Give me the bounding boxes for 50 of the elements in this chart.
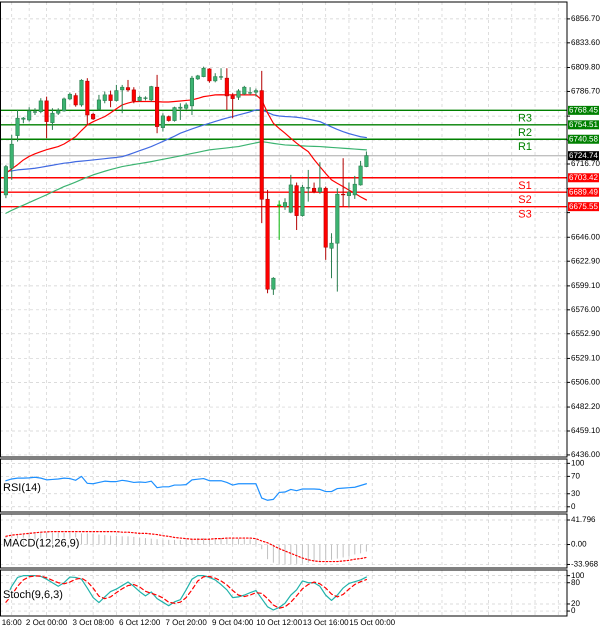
x-tick-label: 15 Oct 00:00	[349, 618, 396, 627]
ref-line-label: R2	[518, 126, 532, 139]
ref-line-label: R1	[518, 141, 532, 154]
y-tick-label: 6436.00	[571, 450, 600, 460]
x-tick-label: 9 Oct 04:00	[212, 618, 254, 627]
y-tick-label: 6599.10	[571, 280, 600, 290]
y-tick-label: 41.796	[571, 515, 596, 524]
ref-line-label: R3	[518, 112, 532, 124]
text: 6675.55	[569, 202, 599, 211]
text: 6754.51	[569, 120, 599, 129]
y-tick-label: 100	[571, 458, 585, 468]
y-tick-label: 6646.00	[571, 232, 600, 242]
y-tick-label: 6856.70	[571, 14, 600, 24]
x-tick-label: 3 Oct 08:00	[72, 618, 114, 627]
y-tick-label: 6622.90	[571, 256, 600, 266]
ref-line-label: S1	[518, 180, 532, 192]
x-tick-label: 16:00	[2, 618, 22, 627]
y-tick-label: 6576.00	[571, 304, 600, 314]
y-tick-label: 100	[571, 570, 585, 580]
text: 6703.42	[569, 172, 599, 182]
ref-line-label: S3	[518, 208, 532, 221]
y-tick-label: 80	[571, 578, 580, 587]
y-tick-label: 30	[571, 488, 580, 498]
y-tick-label: 0	[571, 502, 576, 511]
y-tick-label: -33.968	[571, 560, 599, 569]
text: 6689.49	[569, 187, 599, 196]
y-tick-label: 20	[571, 599, 580, 608]
x-tick-label: 2 Oct 00:00	[26, 618, 68, 627]
text: 6740.58	[569, 134, 599, 144]
y-tick-label: 6506.00	[571, 377, 600, 386]
y-tick-label: 6809.80	[571, 62, 600, 72]
y-tick-label: 6459.10	[571, 426, 600, 436]
text: 6768.45	[569, 105, 599, 114]
text: RSI(14)	[3, 482, 41, 494]
y-tick-label: 6482.20	[571, 402, 600, 412]
ref-line-label: S2	[518, 194, 532, 206]
y-tick-label: 6716.70	[571, 159, 600, 168]
y-tick-label: 6552.90	[571, 328, 600, 338]
y-tick-label: 6529.10	[571, 354, 600, 363]
y-tick-label: 6786.70	[571, 86, 600, 96]
x-tick-label: 6 Oct 12:00	[118, 618, 161, 627]
y-tick-label: 0.00	[571, 540, 588, 549]
x-tick-label: 10 Oct 12:00	[256, 618, 303, 627]
x-tick-label: 7 Oct 20:00	[165, 618, 208, 627]
text: 6724.74	[569, 150, 599, 160]
y-tick-label: 0	[571, 606, 576, 616]
y-tick-label: 70	[571, 471, 580, 480]
text: MACD(12,26,9)	[3, 538, 80, 550]
y-tick-label: 6833.60	[571, 38, 600, 47]
x-tick-label: 13 Oct 16:00	[302, 618, 350, 627]
